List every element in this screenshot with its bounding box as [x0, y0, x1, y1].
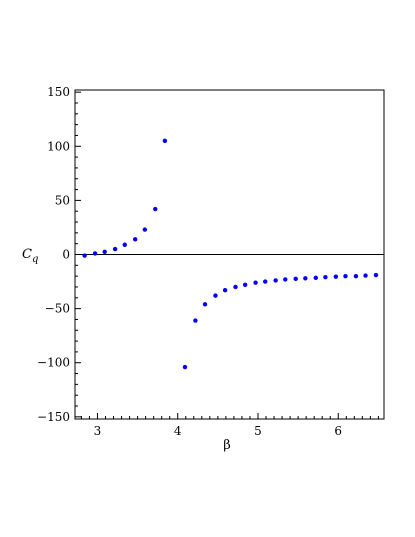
y-tick-label: −150: [37, 410, 70, 424]
data-point: [182, 364, 188, 370]
data-point: [233, 284, 238, 290]
y-axis-ticks: −150 −100 −50 0 50 100 150: [37, 85, 81, 424]
y-axis-label: Cq: [22, 247, 38, 265]
y-tick-label: 0: [62, 248, 70, 262]
data-point: [263, 279, 268, 284]
data-point: [283, 277, 288, 282]
y-minor-ticks: [75, 102, 78, 407]
data-point: [293, 276, 298, 282]
x-axis-ticks: 3 4 5 6: [94, 413, 342, 438]
x-minor-ticks: [80, 416, 379, 419]
x-tick-label: 3: [94, 424, 102, 438]
y-axis-label-sub: q: [32, 254, 38, 265]
data-point: [193, 318, 198, 323]
data-point: [353, 273, 359, 279]
data-point: [273, 278, 278, 283]
y-axis-label-main: C: [22, 247, 32, 262]
data-point: [162, 138, 168, 144]
data-point: [242, 282, 248, 288]
data-point: [363, 273, 368, 278]
y-tick-label: 50: [55, 193, 70, 207]
data-point: [333, 274, 339, 279]
data-point: [82, 253, 87, 258]
data-point: [122, 242, 127, 247]
x-tick-label: 4: [174, 424, 182, 438]
x-axis-label: β: [223, 438, 231, 453]
data-point: [222, 288, 228, 293]
x-tick-label: 6: [334, 424, 342, 438]
data-point: [92, 251, 98, 256]
data-point: [253, 280, 258, 285]
data-point: [102, 249, 107, 254]
data-point: [213, 293, 218, 298]
data-point: [202, 302, 208, 307]
data-point: [142, 227, 148, 232]
data-point: [153, 206, 158, 212]
data-point: [373, 272, 379, 278]
data-point: [112, 246, 118, 252]
data-point: [132, 237, 138, 242]
data-point: [323, 275, 328, 280]
data-point: [343, 273, 348, 279]
y-tick-label: −100: [37, 356, 70, 370]
data-point: [313, 275, 318, 280]
y-tick-label: −50: [45, 302, 70, 316]
x-tick-label: 5: [254, 424, 262, 438]
y-tick-label: 150: [47, 85, 70, 99]
y-tick-label: 100: [47, 139, 70, 153]
data-points: [82, 138, 379, 370]
data-point: [303, 276, 308, 281]
